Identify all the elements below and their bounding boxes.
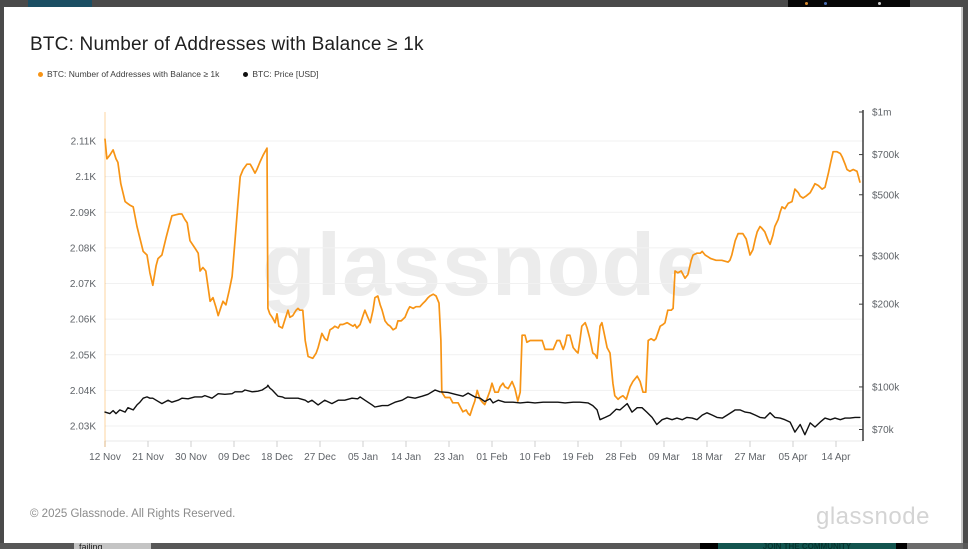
left-axis-tick-label: 2.07K (70, 279, 96, 290)
x-axis-tick-label: 14 Jan (391, 452, 421, 463)
legend-label-price: BTC: Price [USD] (252, 69, 319, 79)
right-axis-tick-label: $100k (872, 382, 900, 393)
x-axis-tick-label: 01 Feb (476, 452, 508, 463)
top-bar-white-dot-icon (878, 2, 881, 5)
background-page-dark-section: JOIN THE COMMUNITY (700, 543, 907, 549)
top-bar-orange-dot-icon (805, 2, 808, 5)
left-axis-tick-label: 2.1K (75, 172, 96, 183)
legend-item-price[interactable]: BTC: Price [USD] (243, 69, 319, 79)
glassnode-logo: glassnode (816, 503, 930, 530)
background-page-strip: failing. JOIN THE COMMUNITY (0, 543, 968, 549)
right-axis-tick-label: $70k (872, 425, 895, 436)
left-axis-tick-label: 2.06K (70, 315, 96, 326)
right-axis-tick-label: $500k (872, 190, 900, 201)
x-axis-tick-label: 27 Mar (734, 452, 766, 463)
top-bar-dark-fragment (788, 0, 910, 7)
price-series-line (104, 384, 861, 436)
left-axis-tick-label: 2.05K (70, 350, 96, 361)
browser-top-bar (0, 0, 968, 7)
copyright-text: © 2025 Glassnode. All Rights Reserved. (30, 508, 236, 520)
background-page-text: failing. (74, 543, 151, 549)
card-right-edge (961, 7, 963, 543)
right-axis-tick-label: $1m (872, 108, 891, 119)
background-page-gray-section (907, 543, 963, 549)
black-series-dot-icon (243, 71, 249, 77)
x-axis-tick-label: 21 Nov (132, 452, 164, 463)
x-axis-tick-label: 09 Mar (648, 452, 680, 463)
x-axis-tick-label: 05 Apr (779, 452, 809, 463)
left-axis-tick-label: 2.04K (70, 386, 96, 397)
left-axis-tick-label: 2.03K (70, 422, 96, 433)
legend-label-addresses: BTC: Number of Addresses with Balance ≥ … (47, 69, 220, 79)
x-axis-tick-label: 30 Nov (175, 452, 207, 463)
x-axis-tick-label: 19 Feb (562, 452, 594, 463)
glassnode-watermark: glassnode (261, 215, 707, 314)
left-axis-tick-label: 2.11K (71, 137, 97, 148)
page-title: BTC: Number of Addresses with Balance ≥ … (30, 33, 424, 55)
window-right-edge (963, 0, 968, 549)
x-axis-tick-label: 10 Feb (519, 452, 551, 463)
window-left-edge (0, 0, 4, 549)
legend-item-addresses[interactable]: BTC: Number of Addresses with Balance ≥ … (38, 69, 219, 79)
right-axis-tick-label: $200k (872, 300, 900, 311)
x-axis-tick-label: 05 Jan (348, 452, 378, 463)
left-axis-tick-label: 2.08K (70, 243, 96, 254)
x-axis-tick-label: 27 Dec (304, 452, 336, 463)
addresses-series-line (104, 138, 861, 417)
right-axis-tick-label: $700k (872, 150, 900, 161)
join-community-button[interactable]: JOIN THE COMMUNITY (718, 543, 896, 549)
top-bar-teal-fragment (28, 0, 92, 7)
chart-legend: BTC: Number of Addresses with Balance ≥ … (38, 68, 319, 80)
orange-series-dot-icon (38, 71, 43, 77)
top-bar-blue-dot-icon (824, 2, 827, 5)
x-axis-tick-label: 18 Mar (691, 452, 723, 463)
x-axis-tick-label: 18 Dec (261, 452, 293, 463)
x-axis-tick-label: 12 Nov (89, 452, 121, 463)
x-axis-tick-label: 09 Dec (218, 452, 250, 463)
right-axis-tick-label: $300k (872, 251, 900, 262)
x-axis-tick-label: 14 Apr (822, 452, 852, 463)
x-axis-tick-label: 23 Jan (434, 452, 464, 463)
x-axis-tick-label: 28 Feb (605, 452, 637, 463)
left-axis-tick-label: 2.09K (70, 208, 96, 219)
